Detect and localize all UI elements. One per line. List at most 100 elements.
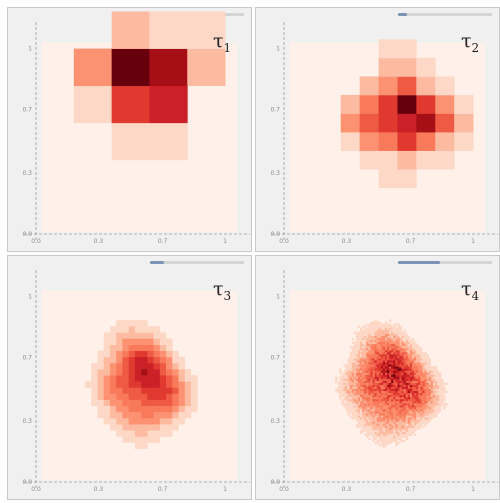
heatmap-cell [389, 437, 392, 441]
heatmap-cell [443, 382, 446, 385]
heatmap-cell [128, 393, 136, 400]
heatmap-cell [109, 418, 117, 425]
heatmap-cell [370, 380, 373, 383]
heatmap-cell [341, 384, 344, 387]
slider-thumb[interactable] [398, 13, 408, 16]
heatmap-cell [405, 378, 409, 381]
heatmap-cell [370, 382, 373, 385]
heatmap-cell [380, 364, 384, 367]
heatmap-cell [141, 350, 148, 358]
heatmap-cell [401, 390, 404, 394]
heatmap-cell [378, 333, 382, 336]
heatmap-cell [416, 345, 419, 349]
heatmap-cell [353, 362, 357, 365]
heatmap-cell [439, 384, 442, 387]
heatmap-cell [414, 360, 417, 363]
heatmap-cell [374, 333, 377, 336]
heatmap-cell [412, 372, 415, 375]
heatmap-cell [376, 352, 380, 355]
heatmap-cell [376, 354, 380, 357]
heatmap-cell [393, 415, 396, 418]
heatmap-cell [368, 398, 371, 402]
heatmap-cell [399, 374, 402, 377]
heatmap-cell [372, 390, 375, 394]
heatmap-cell [370, 341, 373, 345]
heatmap-cell [420, 378, 423, 381]
time-slider-4[interactable] [398, 261, 492, 264]
heatmap-cell [435, 76, 455, 96]
time-slider-3[interactable] [150, 261, 244, 264]
heatmap-cell [412, 374, 415, 377]
heatmap-cell [378, 427, 382, 430]
heatmap-cell [424, 358, 427, 361]
heatmap-cell [432, 398, 436, 402]
heatmap-cell [416, 400, 419, 404]
heatmap-cell [353, 386, 357, 390]
heatmap-cell [378, 352, 382, 355]
heatmap-cell [414, 392, 417, 396]
heatmap-cell [357, 398, 361, 402]
heatmap-cell [370, 431, 373, 434]
heatmap-cell [409, 407, 413, 410]
heatmap-cell [372, 382, 375, 385]
heatmap-cell [153, 381, 161, 388]
heatmap-cell [122, 375, 129, 382]
heatmap-cell [355, 368, 359, 371]
heatmap-cell [382, 333, 386, 336]
heatmap-cell [376, 425, 380, 428]
heatmap-cell [397, 132, 417, 151]
heatmap-cell [439, 403, 442, 406]
slider-thumb[interactable] [398, 261, 441, 264]
heatmap-cell [412, 390, 415, 394]
heatmap-cell [441, 382, 444, 385]
time-slider-2[interactable] [398, 13, 492, 16]
heatmap-cell [166, 381, 173, 388]
heatmap-cell [360, 356, 363, 359]
heatmap-cell [422, 354, 425, 357]
heatmap-cell [397, 347, 400, 351]
heatmap-cell [439, 378, 442, 381]
heatmap-cell [382, 337, 386, 341]
heatmap-cell [416, 364, 419, 367]
heatmap-cell [339, 372, 342, 375]
heatmap-cell [339, 396, 342, 400]
time-label: τ4 [461, 278, 480, 303]
heatmap-cell [351, 366, 355, 369]
heatmap-cell [389, 327, 392, 330]
heatmap-cell [384, 386, 388, 390]
heatmap-cell [436, 392, 440, 396]
heatmap-cell [414, 394, 417, 398]
heatmap-cell [405, 366, 409, 369]
heatmap-cell [384, 421, 388, 424]
heatmap-cell [378, 386, 382, 390]
heatmap-cell [426, 372, 429, 375]
heatmap-cell [412, 407, 415, 410]
heatmap-cell [393, 400, 396, 404]
heatmap-cell [432, 409, 436, 412]
heatmap-cell [341, 394, 344, 398]
heatmap-cell [405, 360, 409, 363]
heatmap-cell [364, 396, 367, 400]
heatmap-cell [426, 382, 429, 385]
heatmap-cell [353, 382, 357, 385]
heatmap-cell [405, 433, 409, 436]
heatmap-cell [414, 433, 417, 436]
heatmap-cell [395, 413, 398, 416]
heatmap-cell [434, 394, 438, 398]
heatmap-cell [360, 407, 363, 410]
heatmap-cell [399, 421, 402, 424]
heatmap-cell [432, 390, 436, 394]
slider-thumb[interactable] [150, 261, 165, 264]
heatmap-cell [397, 384, 400, 387]
heatmap-cell [443, 386, 446, 390]
heatmap-cell [422, 413, 425, 416]
heatmap-cell [416, 94, 436, 114]
heatmap-cell [343, 388, 346, 392]
heatmap-cell [395, 403, 398, 406]
heatmap-cell [389, 384, 392, 387]
heatmap-cell [345, 392, 348, 396]
heatmap-cell [378, 76, 398, 96]
heatmap-cell [368, 394, 371, 398]
heatmap-cell [178, 381, 186, 388]
heatmap-cell [407, 405, 411, 408]
